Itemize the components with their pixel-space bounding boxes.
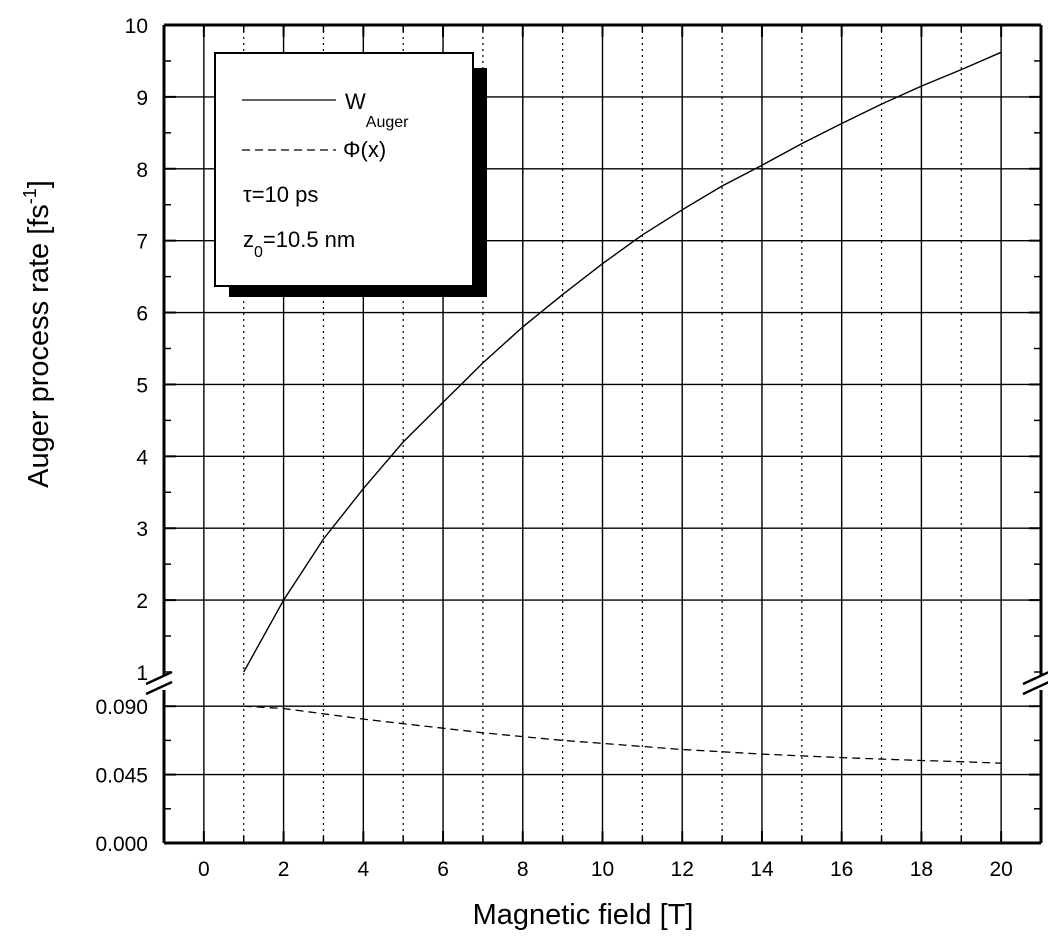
x-tick-label: 16 <box>830 858 853 881</box>
y-tick-label-upper: 4 <box>136 446 148 469</box>
legend-entry-w-base: W <box>345 89 366 114</box>
x-tick-label: 2 <box>278 858 290 881</box>
legend-entry-w-sub: Auger <box>366 114 409 131</box>
y-axis-title-main: Auger process rate [fs <box>23 204 55 488</box>
annotation-z0: z0=10.5 nm <box>243 227 355 261</box>
annotation-z0-sub: 0 <box>254 244 263 261</box>
annotation-z0-base: z <box>243 227 254 252</box>
legend: WAuger Φ(x) τ=10 ps z0=10.5 nm <box>214 52 487 297</box>
y-tick-label-upper: 6 <box>136 303 148 326</box>
y-tick-label-lower: 0.045 <box>95 765 148 788</box>
axis-break-mark-left <box>145 670 173 686</box>
legend-entry-w-auger: WAuger <box>345 89 409 131</box>
y-tick-label-upper: 1 <box>136 662 148 685</box>
y-tick-label-upper: 3 <box>136 518 148 541</box>
series-layer <box>243 51 1002 764</box>
y-tick-label-upper: 5 <box>136 374 148 397</box>
y-tick-label-upper: 8 <box>136 159 148 182</box>
tick-labels: 0 2 4 6 8 10 12 14 16 18 20123456789100.0000.0450.… <box>95 15 1012 881</box>
x-tick-label: 4 <box>357 858 369 881</box>
x-tick-label: 0 <box>198 858 210 881</box>
series-phi-line <box>243 705 1002 764</box>
y-tick-label-lower: 0.000 <box>95 833 148 856</box>
x-tick-label: 10 <box>591 858 614 881</box>
legend-entry-phi: Φ(x) <box>343 137 386 162</box>
y-axis-title-sup: -1 <box>20 188 40 204</box>
y-tick-label-upper: 10 <box>125 15 148 38</box>
y-tick-label-lower: 0.090 <box>95 696 148 719</box>
x-axis-title: Magnetic field [T] <box>473 899 694 931</box>
annotation-z0-rest: =10.5 nm <box>263 227 355 252</box>
y-tick-label-upper: 2 <box>136 590 148 613</box>
legend-box <box>214 52 474 287</box>
y-tick-label-upper: 7 <box>136 231 148 254</box>
y-axis-title-close: ] <box>23 180 55 188</box>
x-tick-label: 6 <box>437 858 449 881</box>
ticks <box>164 24 1041 843</box>
x-tick-label: 14 <box>750 858 774 881</box>
series-w-auger-line <box>243 51 1002 673</box>
axis-break-mark-right <box>1022 671 1048 686</box>
x-tick-label: 12 <box>671 858 694 881</box>
y-axis-title: Auger process rate [fs-1] <box>20 180 55 488</box>
x-tick-label: 20 <box>989 858 1012 881</box>
axis-break-mark-left <box>145 680 173 696</box>
x-tick-label: 8 <box>517 858 529 881</box>
annotation-tau: τ=10 ps <box>243 182 318 207</box>
y-tick-label-upper: 9 <box>136 87 148 110</box>
axis-break-mark-right <box>1022 681 1048 696</box>
x-tick-label: 18 <box>910 858 933 881</box>
